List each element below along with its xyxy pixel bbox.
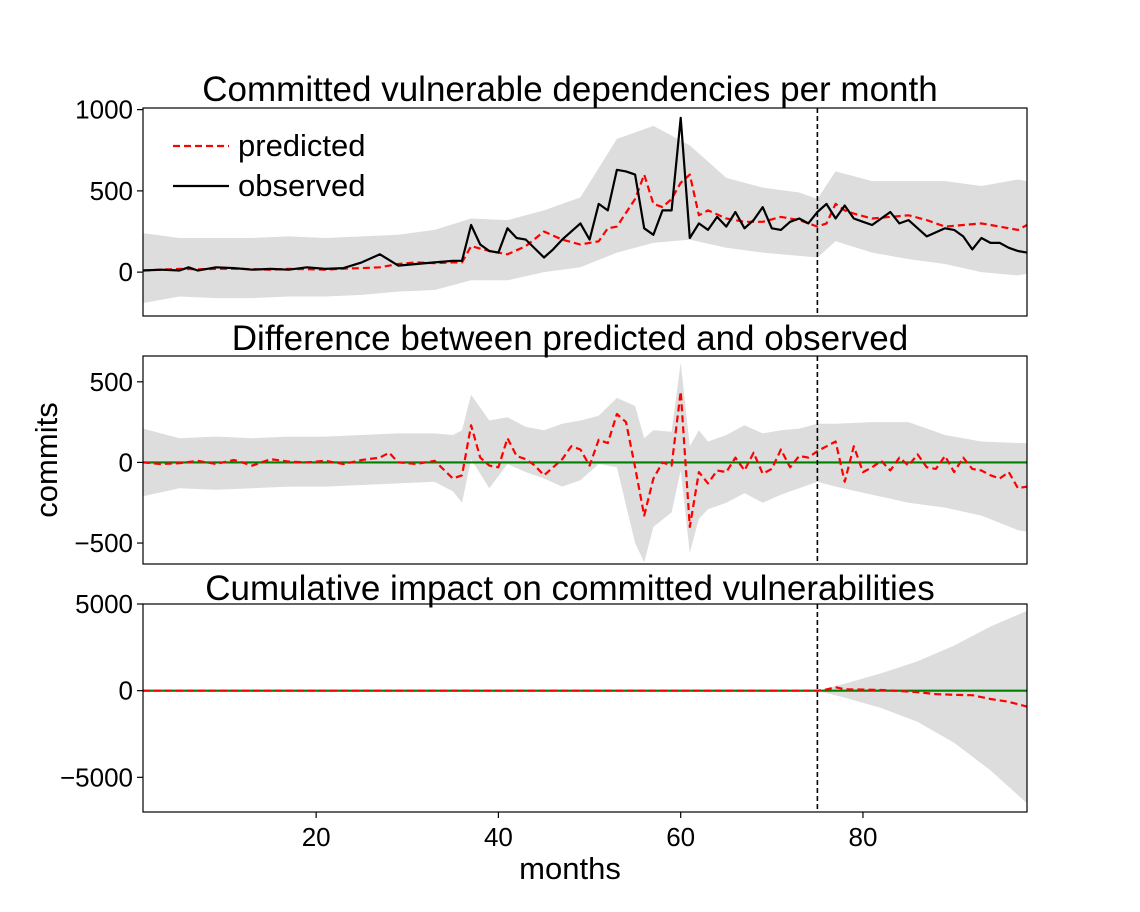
legend: predicted observed (173, 128, 366, 203)
x-axis-label: months (519, 851, 621, 886)
y-tick-label: 1000 (75, 95, 133, 125)
panel-difference: −500 0 500 Difference between predicted and… (29, 319, 1028, 565)
x-tick-label: 40 (484, 822, 513, 852)
plot-area (143, 116, 1027, 304)
panel-title: Committed vulnerable dependencies per mo… (202, 70, 937, 109)
panel-title: Difference between predicted and observe… (232, 319, 908, 358)
y-tick-label: −5000 (60, 762, 133, 792)
x-tick-label: 20 (302, 822, 331, 852)
y-tick-label: −500 (74, 528, 133, 558)
axes-frame (142, 603, 1028, 813)
y-tick-label: 0 (119, 447, 133, 477)
y-tick-label: 0 (119, 257, 133, 287)
y-tick-label: 0 (119, 676, 133, 706)
plot-area (143, 610, 1027, 804)
y-axis-label: commits (29, 402, 64, 517)
series-line-difference (143, 390, 1027, 529)
plot-area (143, 362, 1027, 563)
x-tick-label: 80 (848, 822, 877, 852)
series-line-predicted (143, 173, 1027, 272)
axes-frame (142, 355, 1028, 565)
series-line-observed (143, 116, 1027, 272)
panel-cumulative-impact: −5000 0 5000 20 40 60 80 Cumulative impact on c… (60, 569, 1028, 886)
legend-label-observed: observed (238, 168, 366, 203)
legend-label-predicted: predicted (238, 128, 366, 163)
y-tick-label: 5000 (75, 589, 133, 619)
panel-vulnerable-dependencies: 0 500 1000 Committed vulnerable dependencie… (75, 70, 1028, 317)
series-line-cumulative (143, 686, 1027, 708)
x-tick-label: 60 (666, 822, 695, 852)
confidence-band (143, 125, 1027, 304)
panel-title: Cumulative impact on committed vulnerabi… (205, 569, 934, 608)
axes-frame (142, 107, 1028, 317)
y-tick-label: 500 (90, 367, 133, 397)
confidence-band (817, 610, 1027, 804)
y-tick-label: 500 (90, 176, 133, 206)
